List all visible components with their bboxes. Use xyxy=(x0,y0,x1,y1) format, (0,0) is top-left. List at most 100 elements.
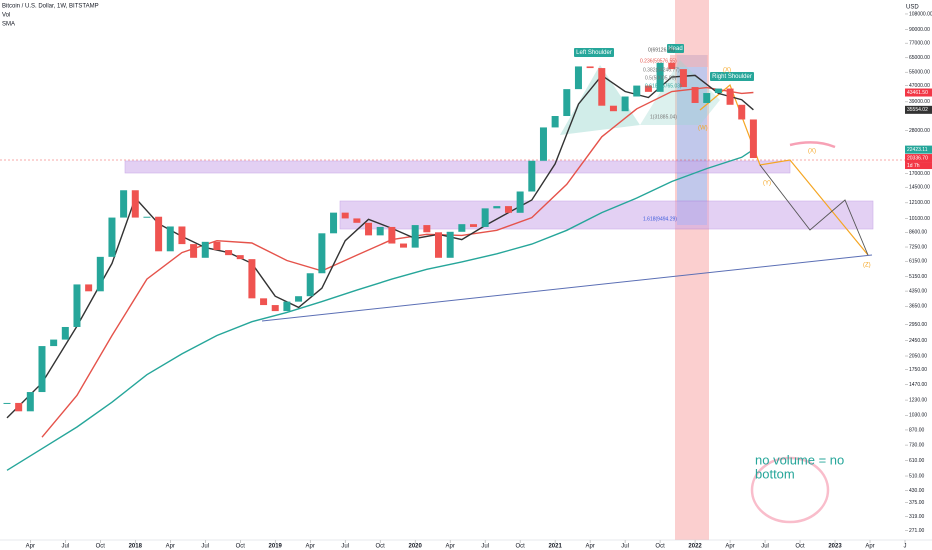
y-tick-label: 319.00 xyxy=(909,514,925,520)
candle xyxy=(201,241,209,258)
sma-line xyxy=(41,86,754,438)
candle xyxy=(3,402,11,404)
fib-label: 0(69126.36) xyxy=(648,47,675,53)
sma-line xyxy=(6,74,754,419)
y-tick-label: 610.00 xyxy=(909,458,925,464)
fib-label: 1(31885.04) xyxy=(650,114,677,120)
x-tick-label: Jul xyxy=(61,544,69,550)
candle xyxy=(551,116,559,128)
support-zone xyxy=(339,200,874,230)
candle xyxy=(609,105,617,112)
price-tag-label: 35554.02 xyxy=(907,107,928,113)
candle xyxy=(598,68,606,106)
x-tick-label: Apr xyxy=(585,544,594,550)
candle xyxy=(469,224,477,227)
fib-label: 0.382(54246.77) xyxy=(643,67,680,73)
candle xyxy=(341,212,349,219)
x-tick-label: Jul xyxy=(621,544,629,550)
y-tick-label: 77000.00 xyxy=(909,40,930,46)
candle xyxy=(400,243,408,248)
candle xyxy=(236,255,244,260)
y-tick-label: 65000.00 xyxy=(909,55,930,61)
candle xyxy=(516,191,524,213)
candle xyxy=(493,206,501,209)
y-tick-label: 47000.00 xyxy=(909,83,930,89)
x-tick-label: Jul xyxy=(761,544,769,550)
candle xyxy=(318,233,326,274)
note: no volume = no xyxy=(755,452,844,467)
candle xyxy=(411,225,419,248)
y-tick-label: 55000.00 xyxy=(909,70,930,76)
wave-label: (X) xyxy=(808,149,816,155)
wave-label: (Y) xyxy=(763,181,771,187)
candle xyxy=(295,296,303,302)
price-tag-label: 22423.11 xyxy=(907,147,928,153)
x-tick-label: Apr xyxy=(166,544,175,550)
x-tick-label: 2020 xyxy=(409,544,423,550)
candle xyxy=(306,273,314,297)
sma-line xyxy=(6,149,754,471)
y-tick-label: 5150.00 xyxy=(909,274,927,280)
candle xyxy=(563,89,571,117)
x-tick-label: Apr xyxy=(306,544,315,550)
y-tick-label: 730.00 xyxy=(909,442,925,448)
fib-label: 0.236(59576.55) xyxy=(640,58,677,64)
candle xyxy=(668,62,676,70)
y-tick-label: 4350.00 xyxy=(909,288,927,294)
trend-line xyxy=(261,254,873,322)
candle xyxy=(143,216,151,218)
candle xyxy=(38,346,46,393)
highlight-circle xyxy=(750,456,830,524)
y-tick-label: 6150.00 xyxy=(909,259,927,265)
candle xyxy=(528,160,536,192)
y-tick-label: 375.00 xyxy=(909,500,925,506)
price-tag-label: 20336.70 xyxy=(907,155,928,161)
axis-unit: USD xyxy=(906,5,919,11)
candle xyxy=(388,226,396,244)
fib-label: 1.618(9494.29) xyxy=(643,216,677,222)
candle xyxy=(504,206,512,213)
candle xyxy=(108,217,116,257)
candle xyxy=(260,298,268,306)
x-tick-label: 2019 xyxy=(269,544,283,550)
countdown: 1d 7h xyxy=(907,163,920,169)
candle xyxy=(435,232,443,258)
y-tick-label: 2050.00 xyxy=(909,353,927,359)
label-box xyxy=(710,72,754,81)
y-tick-label: 870.00 xyxy=(909,427,925,433)
candle xyxy=(376,226,384,236)
candle xyxy=(61,326,69,340)
y-tick-label: 1470.00 xyxy=(909,382,927,388)
x-tick-label: 2023 xyxy=(828,544,842,550)
y-tick-label: 12100.00 xyxy=(909,200,930,206)
countdown-box xyxy=(905,162,932,170)
y-tick-label: 39000.00 xyxy=(909,99,930,105)
price-tag xyxy=(905,145,932,154)
note: bottom xyxy=(755,466,795,481)
candle xyxy=(271,305,279,312)
x-tick-label: 2022 xyxy=(688,544,702,550)
candle xyxy=(213,241,221,251)
y-tick-label: 1030.00 xyxy=(909,413,927,419)
candle xyxy=(131,190,139,218)
candle xyxy=(120,190,128,218)
candle xyxy=(656,62,664,92)
candle xyxy=(166,226,174,252)
candle xyxy=(574,66,582,90)
indicator-label: SMA xyxy=(2,22,15,28)
support-zone xyxy=(124,160,791,174)
highlight-stroke xyxy=(789,141,836,149)
candle xyxy=(330,212,338,234)
candle xyxy=(178,226,186,245)
candle xyxy=(50,339,58,347)
y-tick-label: 2950.00 xyxy=(909,322,927,328)
candle xyxy=(539,127,547,161)
candle xyxy=(726,88,734,105)
annotation: Head xyxy=(668,46,682,52)
y-tick-label: 17000.00 xyxy=(909,171,930,177)
candle xyxy=(73,284,81,327)
x-tick-label: Oct xyxy=(655,544,665,550)
chart-title: Bitcoin / U.S. Dollar, 1W, BITSTAMP xyxy=(2,4,99,10)
pattern-shade xyxy=(640,60,720,125)
x-tick-label: Oct xyxy=(96,544,106,550)
